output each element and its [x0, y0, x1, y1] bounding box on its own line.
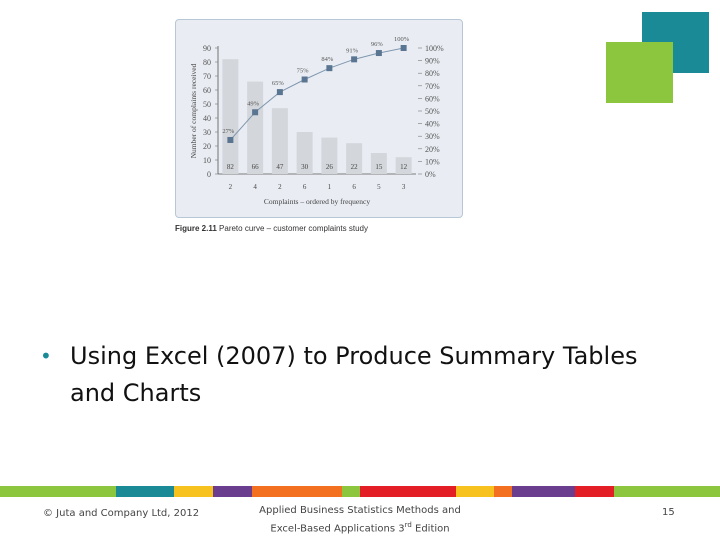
y-tick-label: 0 [207, 170, 211, 179]
y-tick-label: 50 [203, 100, 211, 109]
y2-tick-label: 30% [425, 132, 440, 141]
cumulative-label: 84% [321, 56, 334, 63]
x-tick-label: 6 [303, 183, 307, 191]
bar-value-label: 12 [400, 163, 408, 171]
footer-book-title: Applied Business Statistics Methods and … [245, 503, 475, 536]
bar [395, 157, 412, 174]
cumulative-marker [301, 76, 308, 83]
cumulative-marker [227, 136, 234, 143]
figure-caption: Figure 2.11 Pareto curve – customer comp… [175, 224, 368, 233]
y2-tick-label: 20% [425, 145, 440, 154]
y-tick-label: 20 [203, 142, 211, 151]
footer-title-line2-suffix: Edition [411, 523, 450, 535]
bar [370, 153, 387, 174]
bar [271, 108, 288, 174]
page-number: 15 [662, 507, 675, 518]
decor-square-green [606, 42, 673, 103]
footer-color-bar [0, 486, 720, 497]
y-tick-label: 70 [203, 72, 211, 81]
color-bar-segment [575, 486, 614, 497]
cumulative-label: 65% [272, 80, 285, 87]
y2-tick-label: 90% [425, 57, 440, 66]
bar-value-label: 82 [227, 163, 235, 171]
x-tick-label: 5 [377, 183, 381, 191]
footer-copyright: © Juta and Company Ltd, 2012 [43, 508, 200, 519]
x-axis-title: Complaints – ordered by frequency [264, 197, 370, 206]
x-tick-label: 2 [229, 183, 233, 191]
footer-title-line2-sup: rd [404, 521, 412, 529]
cumulative-label: 27% [222, 128, 235, 135]
y2-tick-label: 60% [425, 94, 440, 103]
cumulative-label: 96% [371, 41, 384, 48]
color-bar-segment [614, 486, 720, 497]
cumulative-marker [400, 45, 407, 51]
bar [247, 81, 264, 174]
color-bar-segment [494, 486, 512, 497]
cumulative-marker [252, 109, 259, 116]
bar-value-label: 47 [276, 163, 284, 171]
color-bar-segment [252, 486, 342, 497]
footer-title-line1: Applied Business Statistics Methods and [259, 505, 461, 516]
cumulative-label: 49% [247, 100, 260, 107]
bar-value-label: 26 [326, 163, 334, 171]
cumulative-label: 75% [297, 68, 310, 75]
color-bar-segment [342, 486, 360, 497]
pareto-chart: 0 10 20 30 40 50 60 70 80 90 0% 10% 20% 30% 40% 50% 60% 7… [189, 36, 444, 206]
color-bar-segment [360, 486, 456, 497]
x-tick-label: 4 [253, 183, 257, 191]
bar [346, 143, 363, 174]
y-tick-label: 80 [203, 58, 211, 67]
y2-tick-label: 70% [425, 82, 440, 91]
y2-tick-label: 80% [425, 69, 440, 78]
color-bar-segment [512, 486, 575, 497]
y2-tick-label: 50% [425, 107, 440, 116]
y-tick-label: 10 [203, 156, 211, 165]
bar [222, 59, 239, 175]
bar [296, 132, 313, 174]
bullet-marker: • [40, 344, 52, 368]
bar [321, 137, 338, 174]
cumulative-marker [351, 56, 358, 63]
color-bar-segment [0, 486, 116, 497]
y2-tick-label: 10% [425, 157, 440, 166]
bar-value-label: 15 [375, 163, 383, 171]
color-bar-segment [116, 486, 174, 497]
y-tick-label: 90 [203, 44, 211, 53]
y2-tick-label: 40% [425, 120, 440, 129]
figure-caption-text: Pareto curve – customer complaints study [219, 224, 368, 233]
bar-value-label: 22 [351, 163, 359, 171]
cumulative-marker [326, 65, 333, 72]
x-tick-label: 2 [278, 183, 282, 191]
x-tick-label: 6 [352, 183, 356, 191]
color-bar-segment [174, 486, 213, 497]
y2-tick-label: 100% [425, 44, 444, 53]
cumulative-line [230, 47, 404, 141]
y2-tick-label: 0% [425, 170, 436, 179]
y-axis-title: Number of complaints received [189, 63, 198, 158]
cumulative-marker [276, 89, 283, 96]
cumulative-label: 100% [394, 36, 410, 43]
bar-value-label: 30 [301, 163, 309, 171]
color-bar-segment [213, 486, 252, 497]
cumulative-label: 91% [346, 47, 359, 54]
cumulative-marker [375, 50, 382, 57]
y-tick-label: 30 [203, 128, 211, 137]
y-tick-label: 40 [203, 114, 211, 123]
footer-title-line2-prefix: Excel-Based Applications 3 [270, 523, 405, 535]
bullet-text: Using Excel (2007) to Produce Summary Ta… [70, 342, 638, 407]
x-tick-label: 1 [328, 183, 332, 191]
bar-value-label: 66 [252, 163, 260, 171]
color-bar-segment [456, 486, 494, 497]
x-tick-label: 3 [402, 183, 406, 191]
figure-caption-label: Figure 2.11 [175, 224, 217, 233]
y-tick-label: 60 [203, 86, 211, 95]
